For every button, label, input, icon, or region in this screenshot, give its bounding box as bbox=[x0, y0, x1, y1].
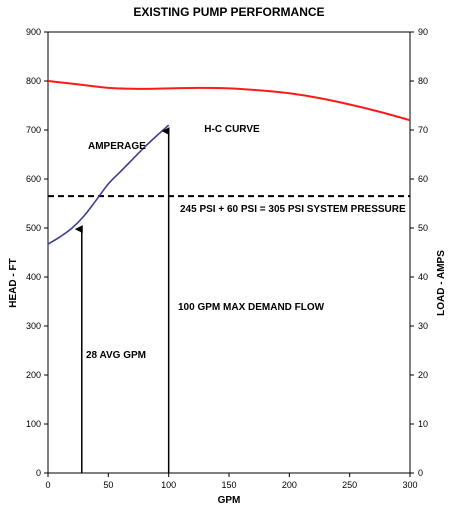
x-tick-label: 200 bbox=[282, 480, 297, 490]
x-tick-label: 300 bbox=[402, 480, 417, 490]
y-right-tick-label: 60 bbox=[418, 174, 428, 184]
x-axis-label: GPM bbox=[218, 495, 241, 506]
x-tick-label: 50 bbox=[103, 480, 113, 490]
y-left-tick-label: 300 bbox=[26, 321, 41, 331]
x-tick-label: 250 bbox=[342, 480, 357, 490]
y-left-tick-label: 700 bbox=[26, 125, 41, 135]
y-left-tick-label: 900 bbox=[26, 27, 41, 37]
y-right-tick-label: 20 bbox=[418, 370, 428, 380]
y-left-tick-label: 100 bbox=[26, 419, 41, 429]
system-pressure-label: 245 PSI + 60 PSI = 305 PSI SYSTEM PRESSU… bbox=[180, 204, 406, 215]
max-demand-label: 100 GPM MAX DEMAND FLOW bbox=[178, 302, 325, 313]
y-left-tick-label: 200 bbox=[26, 370, 41, 380]
y-left-tick-label: 500 bbox=[26, 223, 41, 233]
y-right-tick-label: 80 bbox=[418, 76, 428, 86]
right-axis-label: LOAD - AMPS bbox=[436, 250, 447, 316]
x-tick-label: 0 bbox=[45, 480, 50, 490]
amperage-label: AMPERAGE bbox=[88, 141, 146, 152]
x-tick-label: 150 bbox=[221, 480, 236, 490]
y-right-tick-label: 40 bbox=[418, 272, 428, 282]
y-right-tick-label: 90 bbox=[418, 27, 428, 37]
y-right-tick-label: 10 bbox=[418, 419, 428, 429]
left-axis-label: HEAD - FT bbox=[8, 258, 19, 307]
y-left-tick-label: 800 bbox=[26, 76, 41, 86]
x-tick-label: 100 bbox=[161, 480, 176, 490]
y-left-tick-label: 0 bbox=[36, 468, 41, 478]
y-right-tick-label: 30 bbox=[418, 321, 428, 331]
plot-frame bbox=[47, 31, 411, 474]
hc-curve-line bbox=[47, 80, 411, 122]
y-right-tick-label: 70 bbox=[418, 125, 428, 135]
tick-layer: 0 50 100 150 200 250 3000100200300400500600700… bbox=[26, 27, 428, 490]
amperage-line bbox=[47, 124, 170, 245]
y-right-tick-label: 50 bbox=[418, 223, 428, 233]
y-left-tick-label: 600 bbox=[26, 174, 41, 184]
marker-layer bbox=[74, 127, 170, 473]
avg-gpm-label: 28 AVG GPM bbox=[86, 350, 146, 361]
y-right-tick-label: 0 bbox=[418, 468, 423, 478]
y-left-tick-label: 400 bbox=[26, 272, 41, 282]
series-layer bbox=[47, 80, 411, 245]
chart-title: EXISTING PUMP PERFORMANCE bbox=[133, 5, 324, 19]
hc-curve-label: H-C CURVE bbox=[204, 124, 260, 135]
